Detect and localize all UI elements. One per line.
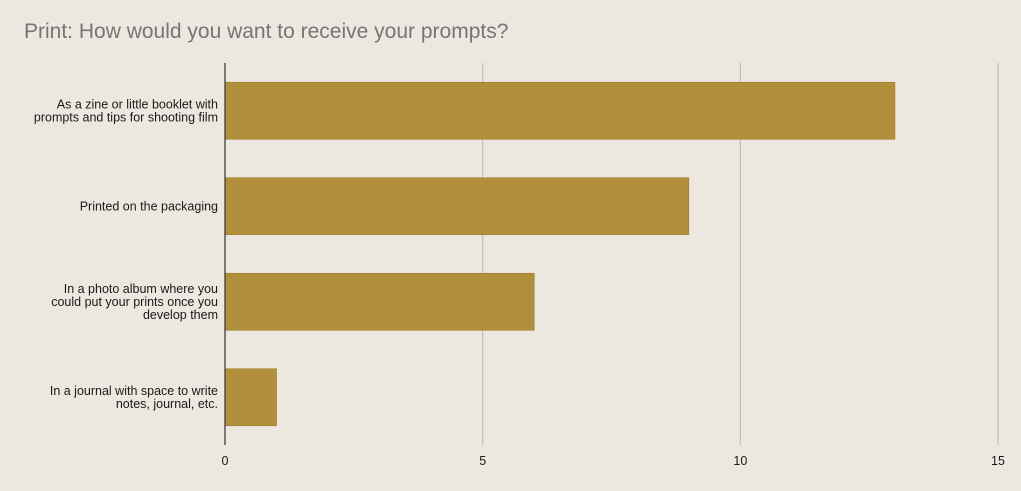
category-label: Printed on the packaging — [80, 199, 218, 213]
category-label-line: As a zine or little booklet with — [57, 97, 218, 111]
category-label-line: prompts and tips for shooting film — [34, 110, 218, 124]
bar-3 — [224, 368, 277, 427]
x-tick-label: 15 — [991, 454, 1005, 468]
category-label-line: In a journal with space to write — [50, 384, 218, 398]
category-label-line: Printed on the packaging — [80, 199, 218, 213]
category-label-line: could put your prints once you — [51, 295, 218, 309]
x-tick-label: 0 — [222, 454, 229, 468]
category-label: In a journal with space to write notes, j… — [50, 384, 218, 411]
bar-2 — [224, 272, 535, 331]
category-label-line: develop them — [143, 308, 218, 322]
category-label: In a photo album where you could put your… — [51, 282, 218, 322]
x-tick-label: 10 — [733, 454, 747, 468]
bar-0 — [224, 81, 896, 140]
category-label: As a zine or little booklet with prompts … — [34, 97, 218, 124]
category-label-line: notes, journal, etc. — [116, 397, 218, 411]
chart-title: Print: How would you want to receive you… — [24, 20, 509, 43]
bar-1 — [224, 177, 690, 236]
category-label-line: In a photo album where you — [64, 282, 218, 296]
x-tick-label: 5 — [479, 454, 486, 468]
